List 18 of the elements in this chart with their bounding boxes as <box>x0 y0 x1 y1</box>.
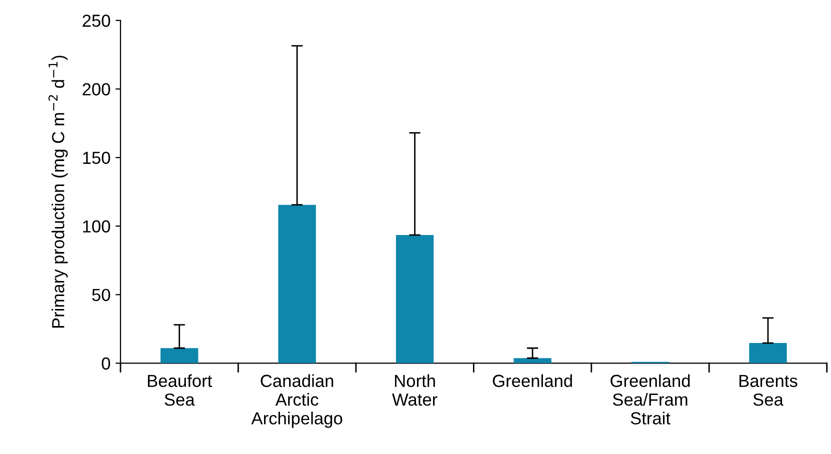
x-tick-label: Greenland <box>492 374 572 388</box>
y-tick-label: 150 <box>83 152 110 164</box>
x-tick-label: Beaufort Sea <box>148 374 212 406</box>
x-tick-label: Canadian Arctic Archipelago <box>251 374 342 428</box>
bar <box>396 235 434 364</box>
bar <box>160 348 198 364</box>
y-tick-label: 200 <box>82 83 110 96</box>
bar <box>278 204 316 364</box>
y-tick-label: 0 <box>102 357 110 370</box>
y-tick-label: 50 <box>92 288 110 302</box>
y-axis-title: Primary production (mg C m$^{−2}$ d$^{−1}$) <box>48 56 68 328</box>
x-tick-label: Barents Sea <box>739 374 798 406</box>
x-tick-label: North Water <box>392 374 438 406</box>
bar <box>514 358 552 364</box>
bar <box>749 343 787 364</box>
y-tick-label: 100 <box>83 220 110 233</box>
y-tick-label: 250 <box>82 14 110 27</box>
x-tick-label: Greenland Sea/Fram Strait <box>610 374 690 424</box>
